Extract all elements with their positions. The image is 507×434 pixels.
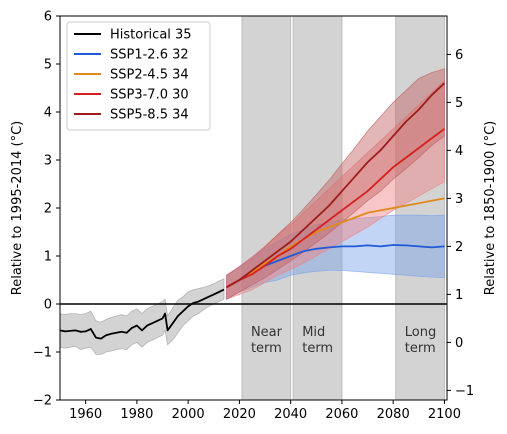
band-3 [226, 79, 445, 300]
series-line-4 [226, 82, 446, 288]
y-tick-label-3: 1 [44, 250, 52, 265]
y2-tick-label-4: 3 [455, 192, 463, 207]
band-4 [226, 68, 445, 300]
legend-label-2: SSP2-4.5 34 [110, 68, 189, 83]
y2-tick-label-3: 2 [455, 240, 463, 255]
x-axis: 1960 1980 2000 2020 2040 2060 2080 2100 [69, 400, 461, 422]
period-label-2: Long term [405, 325, 436, 356]
x-tick-label-6: 2080 [377, 407, 410, 422]
y2-tick-label-1: 0 [455, 336, 463, 351]
series-line-0 [59, 288, 225, 340]
y-tick-label-7: 5 [44, 58, 52, 73]
legend-label-3: SSP3-7.0 30 [110, 88, 189, 103]
x-tick-label-7: 2100 [428, 407, 461, 422]
y-tick-label-0: −2 [33, 394, 52, 409]
series-line-3 [226, 128, 445, 288]
legend-label-4: SSP5-8.5 34 [110, 108, 189, 123]
x-tick-label-5: 2060 [325, 407, 358, 422]
y2-tick-label-5: 4 [455, 144, 463, 159]
band-0 [59, 278, 225, 355]
y-axis-label-left: Relative to 1995-2014 (°C) [10, 121, 25, 295]
x-tick-label-2: 2000 [172, 407, 205, 422]
y-tick-label-1: −1 [33, 346, 52, 361]
y-tick-label-4: 2 [44, 202, 52, 217]
y-tick-label-2: 0 [44, 298, 52, 313]
y2-tick-label-6: 5 [455, 96, 463, 111]
period-labels: Near term Mid term Long term [251, 325, 436, 356]
y2-tick-label-0: −1 [455, 384, 474, 399]
y-tick-label-6: 4 [44, 106, 52, 121]
period-shade-0 [241, 15, 292, 401]
legend-label-1: SSP1-2.6 32 [110, 48, 189, 63]
y2-tick-label-7: 6 [455, 48, 463, 63]
period-label-0: Near term [251, 325, 283, 356]
uncertainty-bands [59, 68, 445, 355]
x-tick-label-3: 2020 [223, 407, 256, 422]
y-axis-left: −2 −1 0 1 2 3 4 5 6 [33, 10, 60, 409]
legend-box [66, 21, 211, 131]
x-tick-label-4: 2040 [274, 407, 307, 422]
legend: Historical 35 SSP1-2.6 32 SSP2-4.5 34 SSP3-… [66, 21, 211, 131]
legend-label-0: Historical 35 [110, 28, 192, 43]
period-shade-1 [292, 15, 343, 401]
y-axis-right: −1 0 1 2 3 4 5 6 [447, 48, 474, 399]
y-axis-label-right: Relative to 1850-1900 (°C) [483, 121, 498, 295]
y2-tick-label-2: 1 [455, 288, 463, 303]
series-line-2 [226, 197, 445, 288]
period-label-1: Mid term [302, 325, 333, 356]
y-tick-label-8: 6 [44, 10, 52, 25]
series-lines [59, 82, 446, 340]
x-tick-label-0: 1960 [69, 407, 102, 422]
x-tick-label-1: 1980 [120, 407, 153, 422]
y-tick-label-5: 3 [44, 154, 52, 169]
